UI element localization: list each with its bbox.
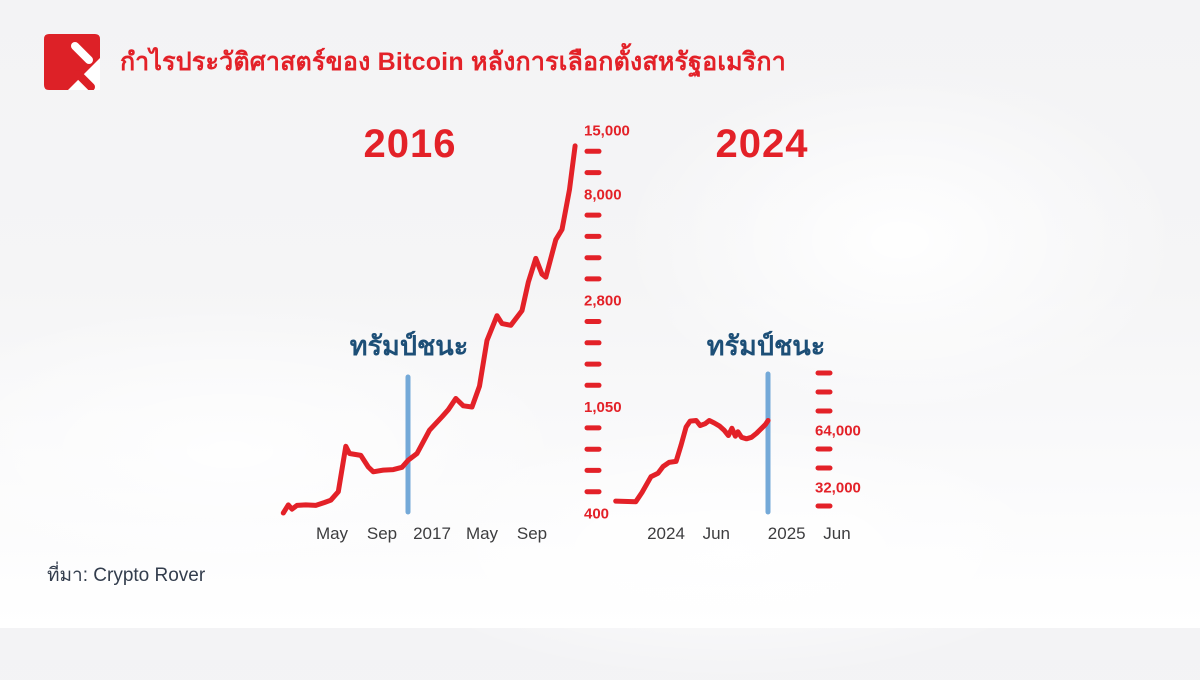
- title-prefix: กำไรประวัติศาสตร์ของ: [120, 48, 378, 76]
- y-axis-label: 15,000: [584, 123, 630, 140]
- page-title: กำไรประวัติศาสตร์ของ Bitcoin หลังการเลือ…: [120, 42, 786, 82]
- x-axis-label: 2017: [413, 524, 451, 543]
- y-axis-label: 8,000: [584, 186, 622, 203]
- x-axis-label: Jun: [823, 524, 850, 543]
- title-highlight-bitcoin: Bitcoin: [377, 48, 464, 76]
- charts-overlay: 15,000 8,000 2,800 1,050 400 May Sep 2017 May Sep…: [280, 123, 861, 543]
- x-axis-label: May: [316, 524, 349, 543]
- y-axis-label: 400: [584, 506, 609, 523]
- x-axis-label: Sep: [517, 524, 547, 543]
- chart-year-heading-2016: 2016: [363, 122, 457, 166]
- header: กำไรประวัติศาสตร์ของ Bitcoin หลังการเลือ…: [44, 34, 786, 90]
- y-axis-label: 32,000: [815, 480, 861, 497]
- infographic-canvas: กำไรประวัติศาสตร์ของ Bitcoin หลังการเลือ…: [0, 34, 1180, 680]
- x-axis-label: May: [466, 524, 499, 543]
- title-suffix: หลังการเลือกตั้งสหรัฐอเมริกา: [463, 48, 787, 76]
- y-axis-label: 64,000: [815, 423, 861, 440]
- x-axis-label: Jun: [703, 524, 730, 543]
- y-axis-label: 1,050: [584, 399, 622, 416]
- x-axis-label: 2025: [768, 524, 806, 543]
- source-note: ที่มา: Crypto Rover: [47, 565, 206, 586]
- y-axis-label: 2,800: [584, 293, 622, 310]
- trump-wins-annotation-2024: ทรัมป์ชนะ: [706, 331, 826, 361]
- brand-logo-icon: [44, 34, 100, 90]
- btc-price-line-2024: [613, 418, 771, 505]
- btc-price-line-2016: [280, 143, 578, 516]
- x-axis-label: 2024: [647, 524, 685, 543]
- chart-year-heading-2024: 2024: [715, 122, 809, 166]
- trump-wins-annotation-2016: ทรัมป์ชนะ: [349, 331, 469, 361]
- x-axis-label: Sep: [367, 524, 397, 543]
